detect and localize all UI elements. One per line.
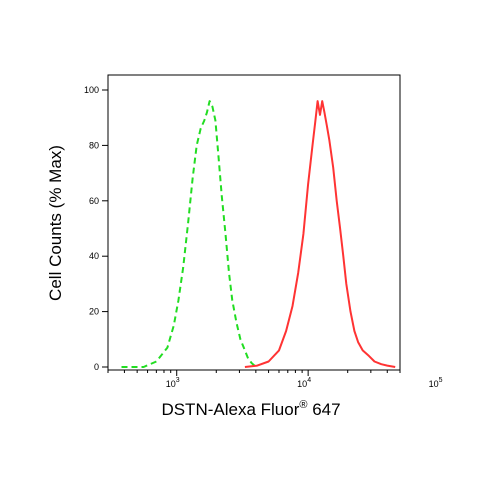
y-axis-label: Cell Counts (% Max): [46, 145, 65, 301]
x-axis-ticks: 103 104 105: [107, 370, 443, 389]
y-tick-label: 80: [89, 140, 99, 150]
x-tick-label: 104: [297, 377, 311, 389]
y-tick-label: 60: [89, 196, 99, 206]
y-axis-ticks: 0 20 40 60 80 100: [84, 85, 108, 372]
x-axis-label-suffix: 647: [307, 400, 340, 419]
x-axis-label-main: DSTN-Alexa Fluor: [161, 400, 299, 419]
y-tick-label: 0: [94, 362, 99, 372]
y-tick-label: 100: [84, 85, 99, 95]
series-line-dstn: [244, 100, 396, 368]
x-axis-label-superscript: ®: [299, 399, 307, 411]
plot-frame: [107, 74, 401, 371]
x-tick-label: 103: [166, 377, 180, 389]
series-line-control: [121, 100, 258, 368]
x-tick-label: 105: [429, 377, 443, 389]
y-tick-label: 20: [89, 307, 99, 317]
y-tick-label: 40: [89, 251, 99, 261]
x-axis-label: DSTN-Alexa Fluor® 647: [161, 399, 340, 419]
series-layer: [121, 100, 396, 368]
